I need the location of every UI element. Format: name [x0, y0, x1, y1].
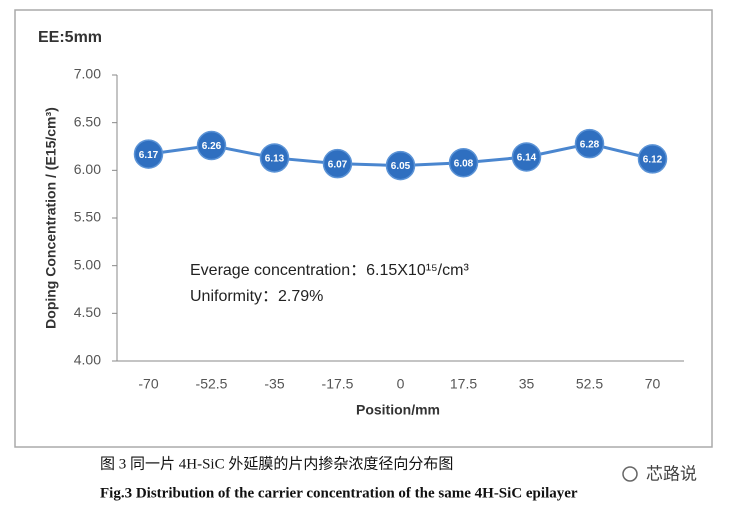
data-point: [448, 147, 479, 178]
data-label: 6.28: [580, 139, 600, 150]
y-tick-label: 7.00: [74, 66, 101, 82]
y-tick-label: 6.00: [74, 161, 101, 177]
x-axis-label: Position/mm: [356, 402, 440, 418]
data-point: [574, 128, 605, 159]
annotation: Uniformity：2.79%: [190, 288, 323, 305]
data-label: 6.12: [643, 155, 663, 166]
y-tick-label: 4.50: [74, 304, 101, 320]
annotation: Everage concentration：6.15X10¹⁵/cm³: [190, 262, 469, 279]
data-point: [385, 150, 416, 181]
x-tick-label: 70: [645, 376, 661, 392]
x-tick-label: 17.5: [450, 376, 477, 392]
data-label: 6.26: [202, 141, 222, 152]
y-tick-label: 5.50: [74, 209, 101, 225]
data-point: [511, 142, 542, 172]
data-point: [322, 148, 353, 179]
y-tick-label: 6.50: [74, 113, 101, 129]
data-label: 6.07: [328, 159, 348, 170]
watermark: 芯路说: [646, 464, 697, 483]
caption-chinese: 图 3 同一片 4H-SiC 外延膜的片内掺杂浓度径向分布图: [100, 455, 453, 472]
data-point: [259, 143, 290, 173]
x-tick-label: -17.5: [322, 376, 354, 392]
y-axis-label: Doping Concentration / (E15/cm³): [43, 107, 59, 329]
x-tick-label: -70: [138, 376, 158, 392]
data-point: [133, 139, 164, 169]
watermark-icon: [622, 466, 638, 482]
data-label: 6.08: [454, 158, 474, 169]
x-tick-label: 35: [519, 376, 535, 392]
chart-title: EE:5mm: [38, 29, 102, 46]
x-tick-label: -35: [264, 376, 284, 392]
data-point: [637, 144, 668, 174]
data-label: 6.17: [139, 150, 159, 161]
chart-frame: [14, 9, 713, 448]
data-label: 6.13: [265, 154, 285, 165]
caption-english: Fig.3 Distribution of the carrier concen…: [100, 485, 578, 501]
y-tick-label: 5.00: [74, 256, 101, 272]
data-label: 6.05: [391, 161, 411, 172]
x-tick-label: 52.5: [576, 376, 603, 392]
y-tick-label: 4.00: [74, 352, 101, 368]
x-tick-label: 0: [397, 376, 405, 392]
data-point: [196, 130, 227, 161]
data-label: 6.14: [517, 153, 537, 164]
x-tick-label: -52.5: [196, 376, 228, 392]
